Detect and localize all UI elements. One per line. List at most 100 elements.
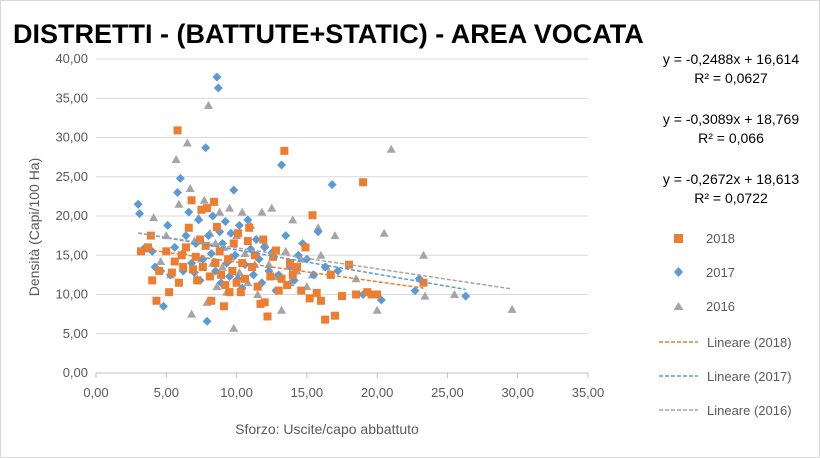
data-point-2018: [193, 276, 202, 285]
data-point-2018: [285, 259, 294, 268]
legend: 2018 2017 2016 Lineare (2018) Lineare (2…: [659, 231, 792, 418]
data-point-2017: [170, 242, 180, 252]
data-point-2016: [288, 215, 298, 224]
data-point-2016: [420, 291, 430, 300]
data-point-2018: [224, 255, 233, 264]
data-point-2016: [267, 203, 277, 212]
data-point-2017: [206, 249, 216, 259]
chart-title: DISTRETTI - (BATTUTE+STATIC) - AREA VOCA…: [13, 19, 644, 49]
data-point-2018: [177, 251, 186, 260]
y-axis-label: Densità (Capi/100 Ha): [26, 158, 42, 297]
data-point-2018: [228, 266, 237, 275]
data-point-2018: [148, 276, 157, 285]
data-point-2016: [253, 290, 263, 298]
data-point-2018: [211, 259, 220, 268]
data-point-2018: [367, 290, 376, 299]
data-point-2018: [305, 294, 314, 303]
data-point-2016: [277, 305, 287, 314]
x-tick-label: 30,00: [501, 385, 534, 400]
data-point-2017: [281, 231, 291, 241]
y-tick-label: 15,00: [55, 247, 88, 262]
data-point-2018: [338, 292, 346, 301]
equation-2018-r2: R² = 0,0627: [694, 70, 768, 86]
data-point-2018: [173, 126, 182, 135]
data-point-2018: [245, 223, 254, 232]
data-point-2016: [174, 199, 184, 208]
data-point-2018: [274, 286, 283, 295]
data-point-2018: [297, 286, 306, 295]
data-point-2018: [288, 270, 297, 279]
data-point-2017: [461, 291, 471, 301]
data-point-2017: [133, 199, 143, 209]
data-point-2017: [226, 228, 236, 238]
data-point-2016: [229, 323, 239, 332]
data-point-2017: [163, 220, 173, 230]
data-point-2016: [218, 262, 228, 271]
data-point-2017: [158, 301, 168, 311]
data-point-2018: [165, 288, 174, 297]
legend-marker-2016: [673, 302, 684, 310]
data-point-2016: [234, 268, 244, 277]
data-point-2018: [215, 247, 224, 256]
data-point-2017: [194, 215, 204, 225]
legend-marker-2018: [674, 234, 683, 243]
y-tick-label: 30,00: [55, 130, 88, 145]
data-point-2016: [212, 282, 222, 291]
data-point-2017: [203, 231, 213, 241]
data-point-2017: [212, 72, 222, 82]
data-point-2017: [175, 173, 185, 183]
data-point-2018: [210, 197, 219, 206]
data-point-2018: [263, 312, 272, 321]
data-point-2018: [326, 270, 335, 279]
data-point-2017: [135, 209, 145, 219]
data-point-2018: [167, 268, 176, 277]
x-axis-ticks: 0,00 5,00 10,00 15,00 20,00 25,00 30,00 35,00: [83, 373, 604, 400]
data-point-2018: [196, 235, 205, 244]
data-point-2017: [410, 286, 420, 296]
legend-label-trend-2018: Lineare (2018): [707, 335, 792, 350]
data-point-2017: [260, 242, 270, 252]
data-point-2016: [237, 207, 247, 216]
x-tick-label: 10,00: [220, 385, 253, 400]
data-point-2018: [271, 246, 280, 255]
data-point-2018: [197, 205, 206, 214]
x-tick-label: 25,00: [431, 385, 464, 400]
gridlines: [96, 58, 588, 374]
data-point-2016: [182, 138, 192, 147]
data-point-2017: [187, 258, 197, 268]
data-point-2017: [208, 211, 218, 221]
data-point-2018: [321, 315, 330, 324]
data-point-2018: [198, 263, 207, 272]
data-point-2016: [215, 207, 225, 216]
data-point-2018: [256, 299, 265, 308]
y-tick-label: 20,00: [55, 208, 88, 223]
y-tick-label: 25,00: [55, 169, 88, 184]
data-point-2018: [293, 263, 302, 272]
data-point-2018: [221, 281, 230, 290]
data-point-2016: [156, 257, 166, 266]
data-point-2017: [234, 220, 244, 230]
data-point-2018: [144, 243, 153, 252]
data-point-2018: [373, 290, 382, 299]
data-point-2017: [277, 160, 287, 170]
trendline-2016: [138, 232, 513, 290]
data-point-2016: [330, 231, 340, 240]
data-point-2017: [248, 270, 258, 280]
legend-label-2017: 2017: [706, 265, 735, 280]
trendlines: [138, 232, 513, 291]
data-point-2018: [174, 278, 183, 287]
data-point-2017: [229, 185, 239, 195]
data-point-2018: [188, 265, 197, 274]
data-point-2016: [187, 309, 197, 318]
y-tick-label: 0,00: [63, 365, 88, 380]
data-point-2018: [243, 237, 252, 246]
data-point-2016: [203, 100, 213, 109]
equation-2018-formula: y = -0,2488x + 16,614: [663, 51, 799, 67]
trendline-2018: [140, 248, 424, 289]
data-point-2017: [220, 216, 230, 226]
data-point-2018: [187, 196, 196, 205]
data-point-2016: [419, 250, 429, 259]
data-point-2018: [179, 263, 188, 272]
